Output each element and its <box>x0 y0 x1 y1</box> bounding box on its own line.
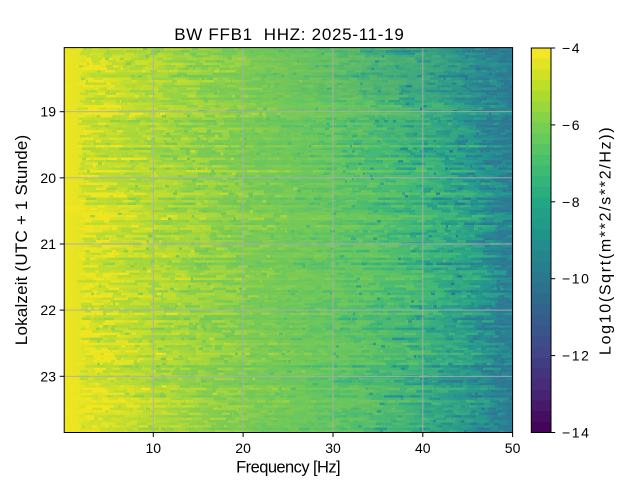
svg-text:BW FFB1 HHZ: 2025-11-19: BW FFB1 HHZ: 2025-11-19 <box>174 25 404 44</box>
svg-text:−14: −14 <box>562 425 591 441</box>
svg-text:22: 22 <box>40 302 56 318</box>
svg-text:−6: −6 <box>562 117 581 133</box>
svg-text:−4: −4 <box>562 40 581 56</box>
svg-text:20: 20 <box>235 440 251 456</box>
svg-text:40: 40 <box>415 440 431 456</box>
svg-text:50: 50 <box>505 440 521 456</box>
svg-text:21: 21 <box>40 236 56 252</box>
svg-text:−10: −10 <box>562 271 591 287</box>
svg-text:Log10(Sqrt(m**2/s**2/Hz)): Log10(Sqrt(m**2/s**2/Hz)) <box>598 127 615 355</box>
svg-text:19: 19 <box>40 104 56 120</box>
svg-text:Frequency [Hz]: Frequency [Hz] <box>236 458 341 476</box>
svg-text:20: 20 <box>40 170 56 186</box>
svg-text:−8: −8 <box>562 194 581 210</box>
svg-text:−12: −12 <box>562 348 591 364</box>
svg-text:Lokalzeit (UTC + 1 Stunde): Lokalzeit (UTC + 1 Stunde) <box>12 135 31 345</box>
svg-text:23: 23 <box>40 368 56 384</box>
svg-text:10: 10 <box>146 440 162 456</box>
svg-text:30: 30 <box>325 440 341 456</box>
